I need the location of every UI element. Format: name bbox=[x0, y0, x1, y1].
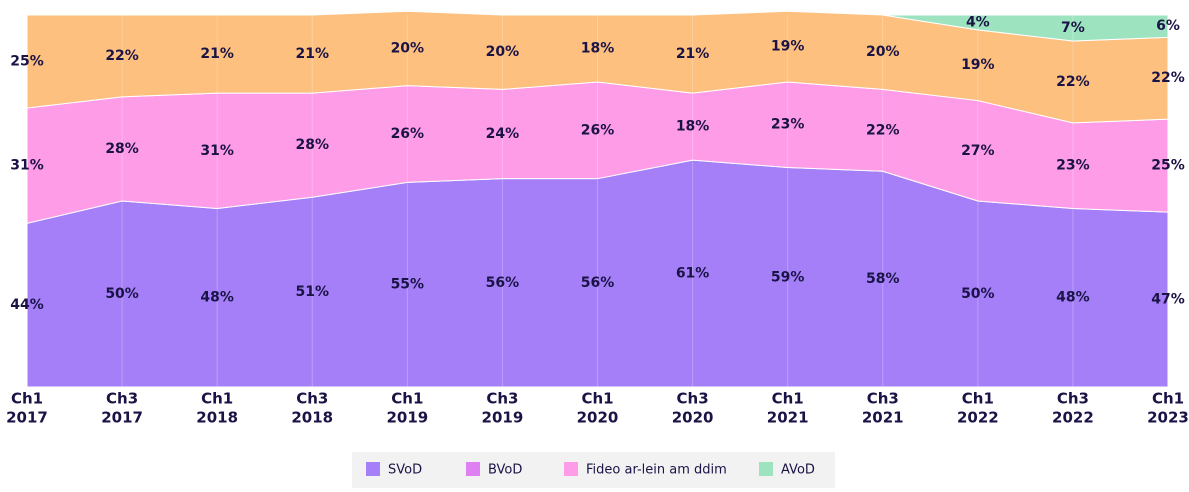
x-tick-label: Ch3 bbox=[677, 390, 709, 408]
data-label: 48% bbox=[1056, 290, 1090, 306]
area bbox=[882, 14, 1169, 42]
x-tick-label: 2020 bbox=[672, 409, 714, 427]
data-label: 22% bbox=[866, 122, 900, 138]
data-label: 26% bbox=[391, 126, 425, 142]
x-tick-label: Ch1 bbox=[772, 390, 804, 408]
data-label: 7% bbox=[1061, 20, 1085, 36]
data-label: 6% bbox=[1156, 18, 1180, 34]
data-label: 50% bbox=[961, 286, 995, 302]
x-tick-label: Ch1 bbox=[11, 390, 43, 408]
data-label: 55% bbox=[391, 277, 425, 293]
legend-label: SVoD bbox=[388, 463, 422, 478]
legend-swatch bbox=[366, 462, 380, 476]
data-label: 20% bbox=[391, 40, 425, 56]
x-tick-label: 2018 bbox=[291, 409, 333, 427]
x-tick-label: 2018 bbox=[196, 409, 238, 427]
legend-swatch bbox=[564, 462, 578, 476]
data-label: 21% bbox=[295, 46, 329, 62]
x-tick-label: Ch1 bbox=[581, 390, 613, 408]
x-tick-label: 2019 bbox=[482, 409, 524, 427]
data-label: 23% bbox=[771, 117, 805, 133]
x-tick-label: Ch3 bbox=[867, 390, 899, 408]
data-label: 22% bbox=[1151, 70, 1185, 86]
data-label: 23% bbox=[1056, 158, 1090, 174]
data-label: 25% bbox=[1151, 158, 1185, 174]
data-label: 58% bbox=[866, 271, 900, 287]
x-tick-label: Ch3 bbox=[296, 390, 328, 408]
data-label: 59% bbox=[771, 269, 805, 285]
x-tick-label: 2022 bbox=[957, 409, 999, 427]
data-label: 61% bbox=[676, 266, 710, 282]
x-tick-label: 2022 bbox=[1052, 409, 1094, 427]
data-label: 18% bbox=[676, 119, 710, 135]
data-label: 28% bbox=[105, 141, 139, 157]
data-label: 28% bbox=[295, 137, 329, 153]
data-label: 31% bbox=[200, 143, 234, 159]
x-tick-label: Ch3 bbox=[106, 390, 138, 408]
data-label: 26% bbox=[581, 122, 615, 138]
data-label: 20% bbox=[486, 44, 520, 60]
data-label: 24% bbox=[486, 126, 520, 142]
data-label: 48% bbox=[200, 290, 234, 306]
data-label: 4% bbox=[966, 14, 990, 30]
data-label: 25% bbox=[10, 54, 44, 70]
area bbox=[26, 10, 1169, 124]
x-tick-label: 2017 bbox=[101, 409, 143, 427]
data-label: 18% bbox=[581, 40, 615, 56]
x-tick-label: 2019 bbox=[386, 409, 428, 427]
data-label: 47% bbox=[1151, 292, 1185, 308]
x-tick-label: 2023 bbox=[1147, 409, 1189, 427]
data-label: 20% bbox=[866, 44, 900, 60]
data-label: 22% bbox=[1056, 74, 1090, 90]
data-label: 44% bbox=[10, 297, 44, 313]
x-tick-label: Ch3 bbox=[486, 390, 518, 408]
x-tick-label: Ch1 bbox=[962, 390, 994, 408]
legend-swatch bbox=[466, 462, 480, 476]
data-label: 21% bbox=[200, 46, 234, 62]
data-label: 21% bbox=[676, 46, 710, 62]
x-tick-label: 2017 bbox=[6, 409, 48, 427]
legend-label: AVoD bbox=[781, 463, 815, 478]
data-label: 31% bbox=[10, 158, 44, 174]
data-label: 22% bbox=[105, 48, 139, 64]
data-label: 27% bbox=[961, 143, 995, 159]
x-tick-label: Ch1 bbox=[391, 390, 423, 408]
data-label: 51% bbox=[295, 284, 329, 300]
x-tick-label: Ch1 bbox=[1152, 390, 1184, 408]
data-label: 19% bbox=[771, 39, 805, 55]
x-tick-label: 2021 bbox=[767, 409, 809, 427]
data-label: 56% bbox=[581, 275, 615, 291]
x-tick-label: 2021 bbox=[862, 409, 904, 427]
legend-label: BVoD bbox=[488, 463, 522, 478]
legend-box bbox=[352, 452, 835, 488]
x-tick-label: Ch3 bbox=[1057, 390, 1089, 408]
data-label: 56% bbox=[486, 275, 520, 291]
legend-swatch bbox=[759, 462, 773, 476]
legend-label: Fideo ar-lein am ddim bbox=[586, 463, 727, 478]
data-label: 50% bbox=[105, 286, 139, 302]
x-tick-label: Ch1 bbox=[201, 390, 233, 408]
x-tick-label: 2020 bbox=[577, 409, 619, 427]
data-label: 19% bbox=[961, 57, 995, 73]
